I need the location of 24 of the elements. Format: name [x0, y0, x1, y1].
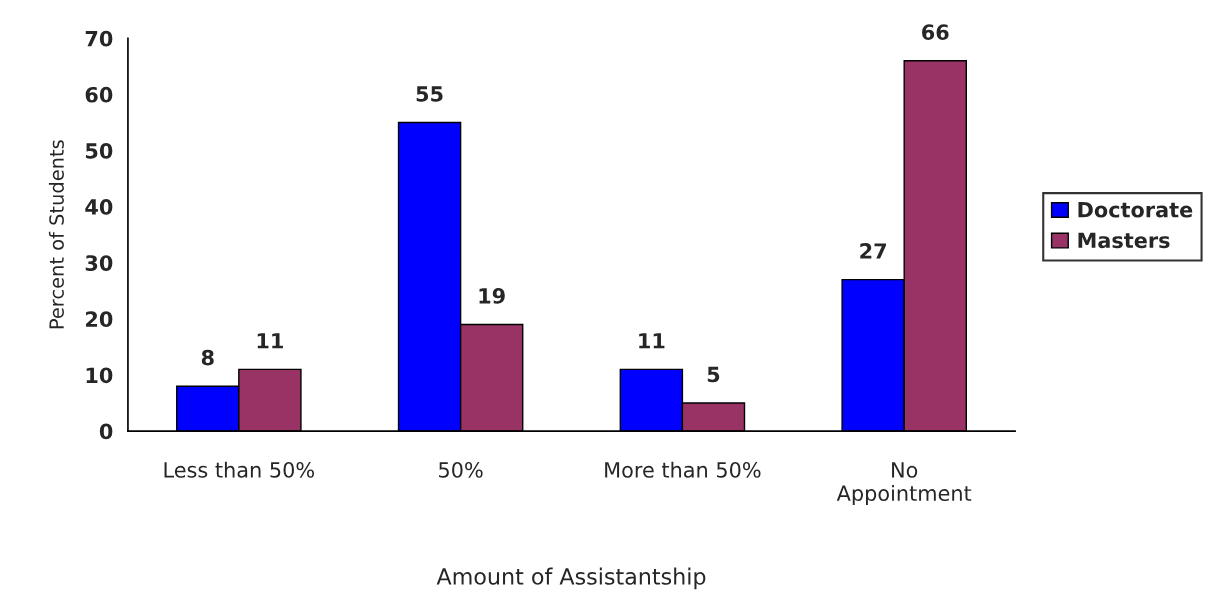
y-tick-label: 30 — [85, 255, 113, 271]
data-label: 27 — [860, 243, 886, 259]
x-tick-label: More than 50% — [605, 461, 761, 478]
x-axis-title: Amount of Assistantship — [436, 567, 706, 590]
y-tick-label: 70 — [85, 30, 113, 47]
data-label: 55 — [416, 86, 443, 102]
data-label: 8 — [201, 349, 214, 366]
y-tick-label: 50 — [85, 142, 113, 159]
y-tick-label: 20 — [86, 311, 113, 328]
legend-label: Doctorate — [1078, 202, 1193, 218]
data-label: 11 — [639, 333, 665, 349]
y-tick-label: 0 — [99, 423, 113, 440]
y-axis-title: Percent of Students — [48, 140, 64, 329]
data-label: 66 — [922, 24, 949, 41]
y-tick-label: 60 — [85, 86, 113, 103]
y-tick-label: 10 — [86, 367, 113, 384]
data-label: 19 — [479, 288, 505, 304]
data-label: 5 — [707, 366, 720, 383]
x-tick-label: No Appointment — [836, 462, 972, 506]
x-tick-label: 50% — [439, 462, 483, 478]
y-tick-label: 40 — [85, 199, 113, 215]
x-tick-label: Less than 50% — [164, 461, 315, 478]
legend-label: Masters — [1078, 232, 1170, 249]
data-label: 11 — [257, 333, 283, 349]
